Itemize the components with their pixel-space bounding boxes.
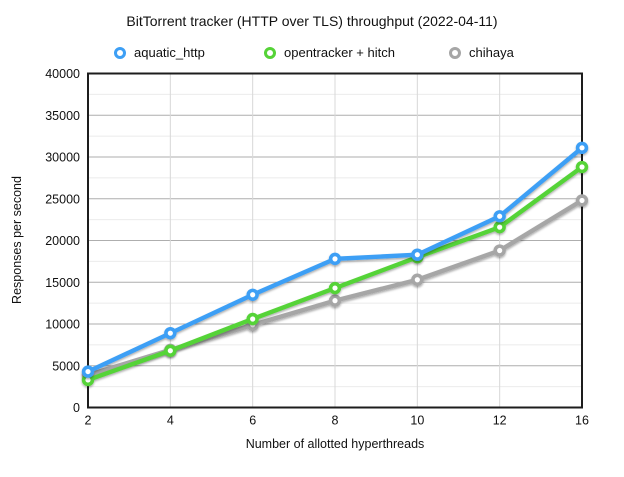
y-tick-label: 30000 — [45, 151, 80, 165]
legend-label: chihaya — [469, 45, 514, 60]
data-point-marker — [575, 194, 589, 207]
data-point-marker — [328, 281, 342, 295]
legend-marker-icon — [264, 46, 276, 59]
data-point-marker — [328, 294, 342, 307]
y-tick-label: 10000 — [45, 318, 80, 332]
chart-title: BitTorrent tracker (HTTP over TLS) throu… — [126, 13, 498, 29]
legend-label: aquatic_http — [134, 45, 205, 60]
data-point-marker — [411, 248, 424, 261]
x-tick-label: 12 — [493, 414, 507, 428]
data-point-marker — [246, 312, 259, 326]
legend-marker-icon — [449, 46, 461, 59]
y-tick-label: 35000 — [45, 109, 80, 123]
data-point-marker — [411, 273, 424, 286]
x-tick-label: 10 — [410, 414, 424, 428]
series-aquatic-http — [81, 141, 589, 378]
data-point-marker — [246, 288, 259, 301]
x-tick-label: 16 — [575, 414, 589, 428]
y-tick-label: 0 — [73, 401, 80, 415]
legend-label: opentracker + hitch — [284, 45, 395, 60]
y-tick-label: 25000 — [45, 192, 80, 206]
x-tick-label: 2 — [85, 414, 92, 428]
y-tick-label: 15000 — [45, 276, 80, 290]
data-point-marker — [81, 365, 95, 378]
y-tick-label: 40000 — [45, 67, 80, 81]
x-tick-label: 6 — [249, 414, 256, 428]
data-point-marker — [493, 210, 506, 223]
data-point-marker — [164, 326, 177, 340]
data-point-marker — [493, 220, 506, 234]
x-tick-label: 8 — [332, 414, 339, 428]
legend-marker-icon — [114, 46, 126, 59]
legend-item-aquatic-http: aquatic_http — [114, 45, 205, 60]
data-point-marker — [493, 244, 506, 257]
x-axis-title: Number of allotted hyperthreads — [245, 437, 425, 451]
data-point-marker — [575, 160, 589, 174]
data-point-marker — [164, 344, 177, 357]
x-tick-label: 4 — [167, 414, 174, 428]
y-axis-title: Responses per second — [10, 176, 24, 304]
data-point-marker — [575, 141, 589, 155]
legend-item-opentracker-hitch: opentracker + hitch — [264, 45, 395, 60]
plot-border — [87, 72, 583, 409]
y-tick-label: 20000 — [45, 234, 80, 248]
data-point-marker — [328, 252, 342, 266]
legend-item-chihaya: chihaya — [449, 45, 514, 60]
y-tick-label: 5000 — [52, 359, 80, 373]
